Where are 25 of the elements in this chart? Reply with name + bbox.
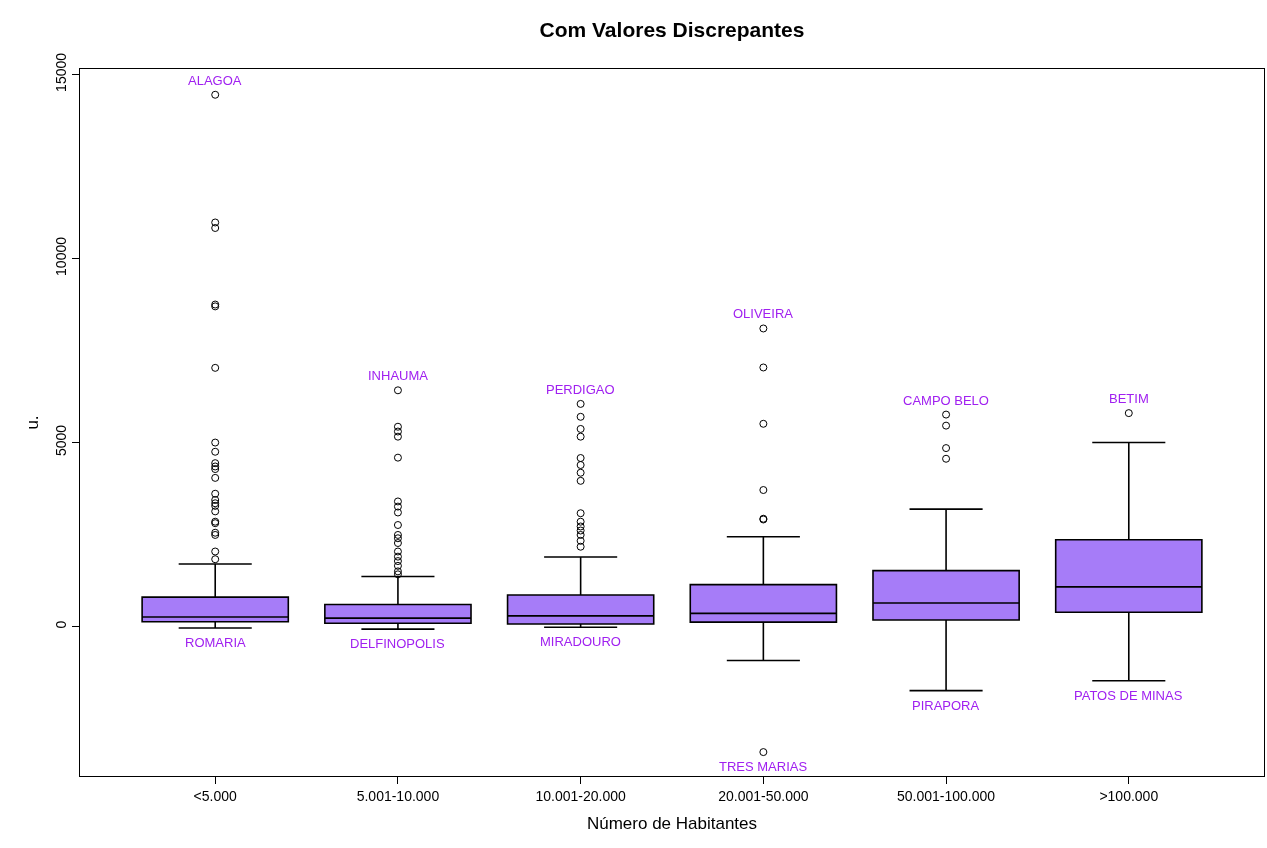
annotation: ROMARIA	[185, 635, 246, 650]
x-tick-label: >100.000	[1099, 787, 1159, 804]
chart-title: Com Valores Discrepantes	[539, 18, 805, 42]
annotation: PATOS DE MINAS	[1074, 688, 1183, 703]
annotation: MIRADOURO	[540, 634, 621, 649]
x-tick-label: 20.001-50.000	[718, 787, 809, 804]
annotation: BETIM	[1109, 391, 1149, 406]
y-axis-title: u.	[22, 415, 42, 430]
y-tick-label: 10000	[53, 236, 70, 276]
annotation: PERDIGAO	[546, 382, 615, 397]
x-axis-title: Número de Habitantes	[586, 814, 758, 834]
x-tick-label: 10.001-20.000	[535, 787, 626, 804]
annotation: CAMPO BELO	[903, 393, 989, 408]
x-tick-label: 5.001-10.000	[356, 787, 440, 804]
annotation: OLIVEIRA	[733, 306, 794, 321]
x-tick-label: <5.000	[193, 787, 238, 804]
annotation: INHAUMA	[368, 368, 429, 383]
annotation: DELFINOPOLIS	[350, 636, 445, 651]
y-tick-label: 5000	[53, 424, 70, 457]
y-tick-label: 15000	[53, 52, 70, 92]
annotation: PIRAPORA	[912, 698, 980, 713]
x-tick-label: 50.001-100.000	[897, 787, 996, 804]
y-tick-label: 0	[53, 620, 70, 629]
annotation: ALAGOA	[188, 73, 242, 88]
annotation: TRES MARIAS	[719, 759, 808, 774]
